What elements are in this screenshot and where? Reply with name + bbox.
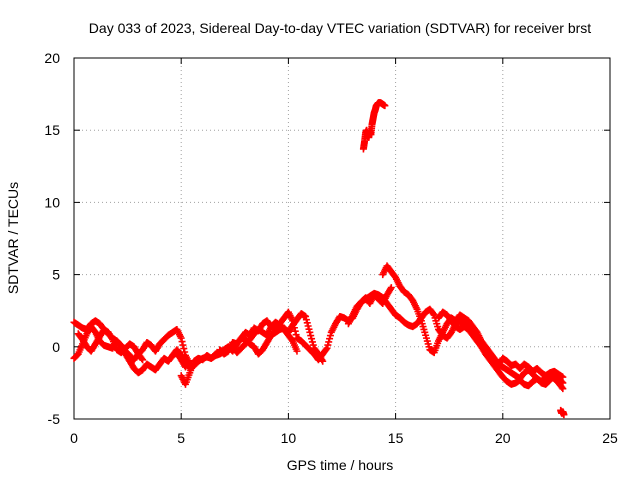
plot-frame: [73, 57, 611, 420]
data-point: [306, 328, 314, 336]
data-point: [318, 356, 326, 364]
data-point: [308, 338, 316, 346]
data-point: [302, 316, 310, 324]
data-point: [178, 338, 186, 346]
data-point: [325, 338, 333, 346]
series-track-10: [456, 317, 567, 381]
x-tick-label: 20: [495, 430, 511, 446]
series-track-6: [169, 318, 301, 372]
data-point: [304, 322, 312, 330]
x-tick-label: 5: [177, 430, 185, 446]
series-track-11: [359, 99, 389, 153]
ticks: 0 5 10 15 20 25 -5 0 5 10 15 20: [44, 50, 618, 446]
y-tick-label: 0: [52, 339, 60, 355]
data-point: [305, 325, 313, 333]
data-point: [323, 344, 331, 352]
data-point: [429, 310, 437, 318]
data-point: [291, 327, 299, 335]
x-tick-label: 25: [602, 430, 618, 446]
data-point: [324, 341, 332, 349]
data-point: [293, 347, 301, 355]
data-point: [180, 345, 188, 353]
data-point: [181, 348, 189, 356]
data-point: [303, 319, 311, 327]
axes: [73, 57, 611, 420]
x-tick-label: 15: [388, 430, 404, 446]
series-track-12: [557, 406, 568, 419]
data-point: [139, 356, 147, 364]
data-point: [326, 335, 334, 343]
data-point: [302, 312, 310, 320]
y-tick-label: 15: [44, 122, 60, 138]
chart-title: Day 033 of 2023, Sidereal Day-to-day VTE…: [89, 20, 591, 36]
data-point: [326, 332, 334, 340]
y-axis-label: SDTVAR / TECUs: [5, 182, 21, 294]
data-point: [559, 373, 567, 381]
y-tick-label: 5: [52, 267, 60, 283]
data-point: [381, 102, 389, 110]
data-points: [70, 99, 568, 419]
y-tick-label: 20: [44, 50, 60, 66]
x-tick-label: 0: [70, 430, 78, 446]
data-point: [387, 284, 395, 292]
series-track-3: [74, 325, 147, 364]
data-point: [386, 285, 394, 293]
data-point: [292, 331, 300, 339]
y-tick-label: 10: [44, 194, 60, 210]
data-point: [138, 355, 146, 363]
data-point: [322, 345, 330, 353]
data-point: [308, 335, 316, 343]
data-point: [177, 334, 185, 342]
data-point: [319, 357, 327, 365]
x-tick-label: 10: [281, 430, 297, 446]
data-point: [179, 341, 187, 349]
data-point: [309, 341, 317, 349]
x-axis-label: GPS time / hours: [287, 457, 394, 473]
data-point: [307, 332, 315, 340]
data-point: [560, 411, 568, 419]
y-tick-label: -5: [48, 411, 61, 427]
